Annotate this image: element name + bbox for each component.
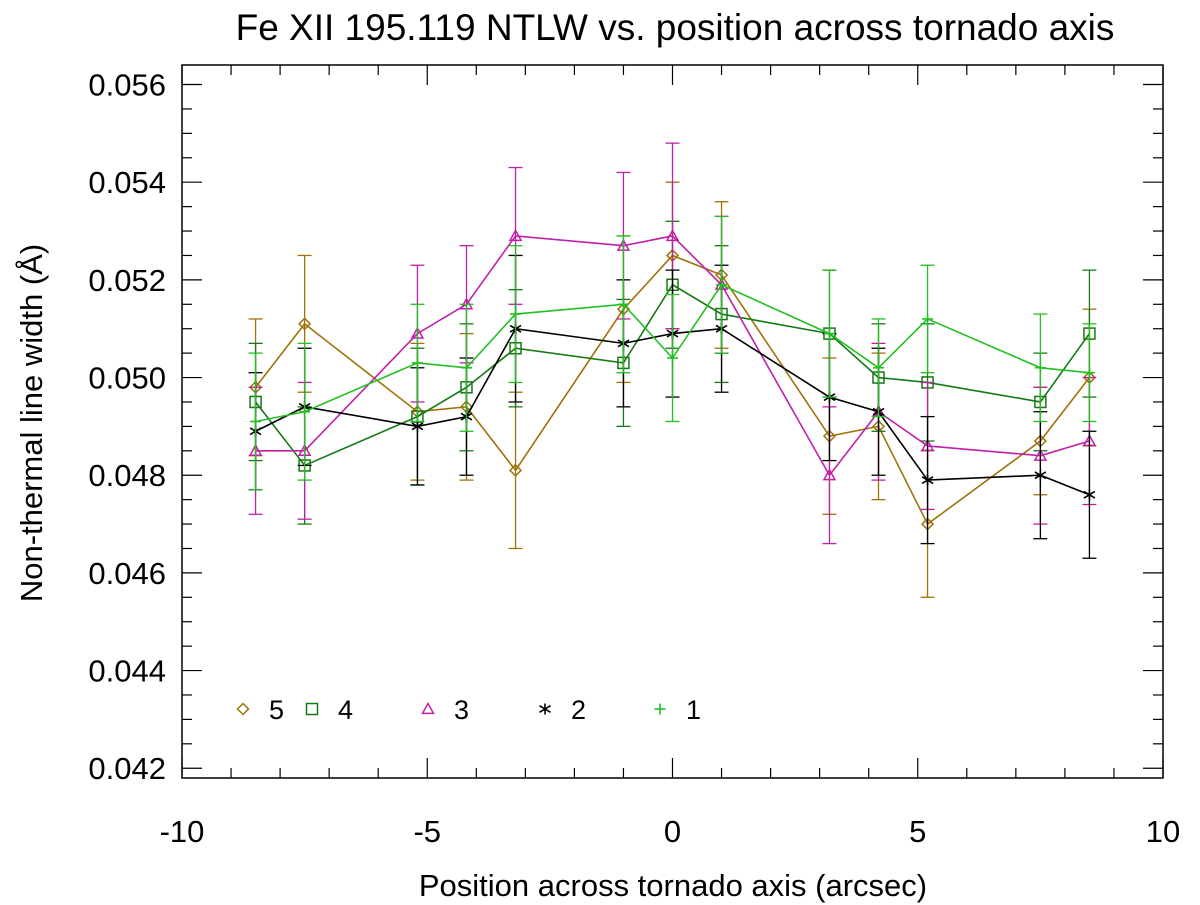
data-point [508,463,523,477]
y-tick-label: 0.050 [88,361,166,396]
legend-marker [236,702,250,716]
legend-marker [539,703,551,715]
data-point [1034,469,1047,481]
data-point [411,357,423,369]
legend-label: 2 [571,695,586,725]
series-1 [248,215,1097,491]
axes: -10 -5 0 5 10 0.042 0.044 0.046 0.048 0.050 0.052 0… [88,64,1180,849]
x-axis-label: Position across tornado axis (arcsec) [419,868,927,903]
y-tick-label: 0.052 [88,263,166,298]
data-series [248,142,1097,598]
data-point [411,420,424,432]
legend-marker [421,701,435,715]
data-point [299,406,311,418]
data-point [1083,367,1095,379]
data-point [665,228,680,242]
legend-item-4: 4 [305,695,353,725]
data-point [460,362,472,374]
y-tick-label: 0.042 [88,751,166,786]
data-point [617,298,629,310]
legend-label: 3 [454,695,469,725]
data-point [510,308,522,320]
data-point [1034,362,1046,374]
y-tick-label: 0.056 [88,68,166,103]
data-point [716,279,728,291]
legend-item-1: 1 [654,695,701,725]
x-tick-label: 5 [909,814,926,849]
legend-item-5: 5 [236,695,284,725]
data-point [508,228,523,242]
chart-title: Fe XII 195.119 NTLW vs. position across … [236,7,1115,48]
data-point [921,474,934,486]
legend-marker [305,702,319,716]
data-point [823,328,835,340]
y-axis-label: Non-thermal line width (Å) [14,244,49,602]
data-point [822,468,837,481]
y-tick-label: 0.048 [88,458,166,493]
x-tick-label: -5 [413,814,441,849]
y-tick-label: 0.046 [88,556,166,591]
legend-label: 4 [338,695,353,725]
data-point [250,416,262,427]
legend-item-3: 3 [421,695,469,725]
x-tick-label: -10 [160,814,205,849]
legend: 5 4 3 2 1 [236,695,701,725]
data-point [873,362,885,374]
y-tick-label: 0.044 [88,654,166,689]
x-tick-label: 10 [1146,814,1180,849]
legend-label: 5 [269,695,284,725]
data-point [922,313,934,325]
legend-marker [654,703,666,715]
legend-item-2: 2 [539,695,586,725]
data-point [1083,489,1096,501]
data-point [298,317,312,331]
x-tick-label: 0 [664,814,681,849]
data-point [667,352,678,364]
y-tick-label: 0.054 [88,165,166,200]
legend-label: 1 [686,695,701,725]
